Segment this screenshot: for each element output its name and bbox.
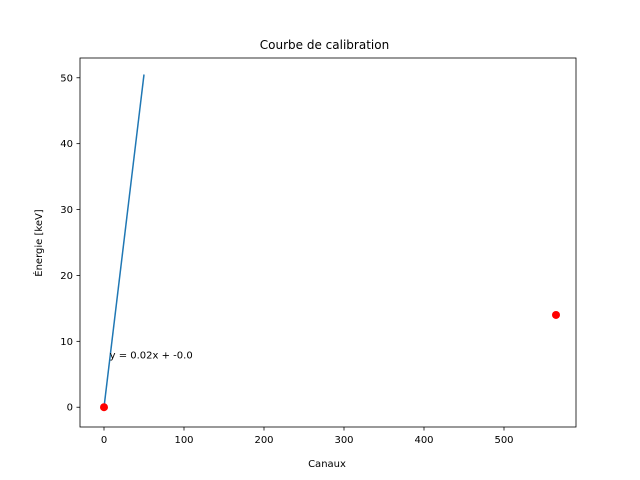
y-tick-label: 40: [60, 139, 73, 150]
x-tick-label: 100: [174, 435, 193, 446]
y-tick-label: 10: [60, 337, 73, 348]
calibration-point: [552, 310, 560, 319]
x-tick-label: 200: [254, 435, 273, 446]
calibration-fit-line: [103, 74, 145, 408]
fit-equation-annotation: y = 0.02x + -0.0: [110, 351, 193, 362]
y-tick-label: 0: [67, 403, 73, 414]
x-tick-label: 300: [334, 435, 353, 446]
x-tick-label: 500: [494, 435, 513, 446]
y-axis-label: Énergie [keV]: [32, 209, 45, 277]
x-tick-label: 0: [101, 435, 107, 446]
plot-frame: [79, 57, 577, 428]
calibration-point: [100, 403, 108, 412]
y-tick-label: 30: [60, 205, 73, 216]
y-tick-label: 20: [60, 271, 73, 282]
y-tick-label: 50: [60, 73, 73, 84]
plot-area: 0 100 200 300 400 500 0 10 20 30 40 50 y = 0.02x + -…: [60, 57, 577, 446]
x-tick-label: 400: [414, 435, 433, 446]
x-axis-label: Canaux: [308, 459, 346, 470]
chart-title: Courbe de calibration: [260, 38, 389, 52]
